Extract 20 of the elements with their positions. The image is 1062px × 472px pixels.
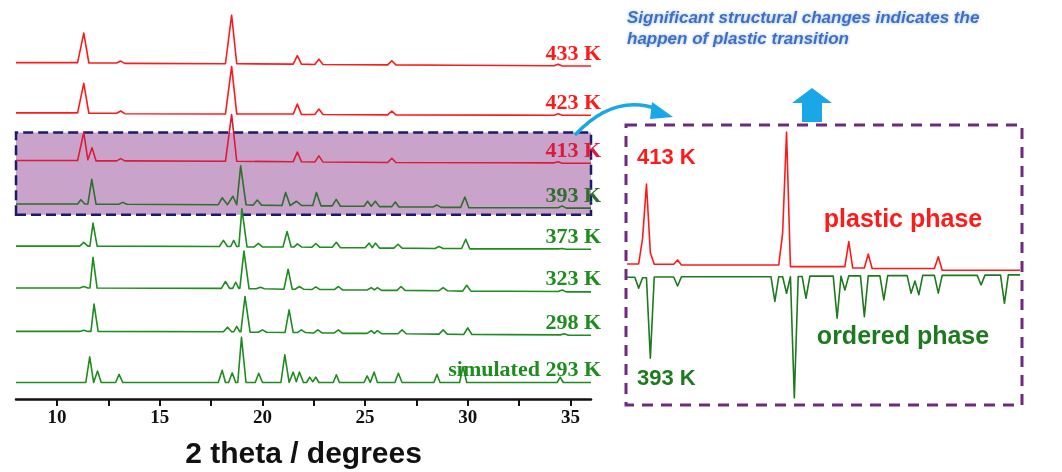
series-label: 298 K bbox=[545, 308, 601, 334]
series-label: 423 K bbox=[545, 88, 601, 114]
x-tick-label: 15 bbox=[150, 406, 170, 427]
series-label: 433 K bbox=[545, 39, 601, 65]
x-tick-label: 35 bbox=[560, 406, 580, 427]
series-label: 393 K bbox=[545, 181, 601, 207]
annotation: plastic phase bbox=[823, 204, 983, 232]
x-tick-label: 30 bbox=[458, 406, 478, 427]
series-label: 413 K bbox=[637, 143, 696, 169]
chart-title: Significant structural changes indicates the happen of plastic transition bbox=[627, 8, 985, 48]
x-tick-label: 20 bbox=[252, 406, 272, 427]
series-label: 413 K bbox=[545, 136, 601, 162]
x-tick-label: 25 bbox=[355, 406, 375, 427]
x-axis-title: 2 theta / degrees bbox=[185, 435, 422, 469]
series-label: 393 K bbox=[637, 364, 696, 390]
series-label: simulated 293 K bbox=[448, 355, 601, 381]
annotation: ordered phase bbox=[816, 321, 990, 349]
x-tick-label: 10 bbox=[47, 406, 67, 427]
series-label: 373 K bbox=[545, 222, 601, 248]
series-label: 323 K bbox=[545, 265, 601, 291]
